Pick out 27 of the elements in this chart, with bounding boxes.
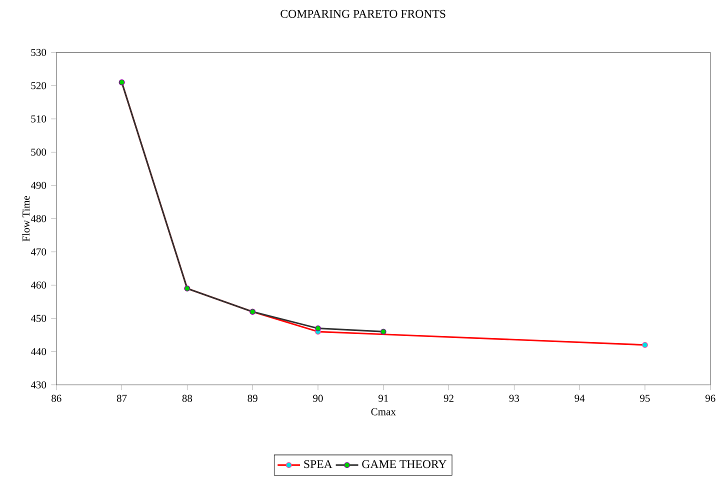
x-tick-label: 86 xyxy=(52,394,62,402)
x-tick-label: 94 xyxy=(574,394,585,402)
x-tick-label: 91 xyxy=(378,394,388,402)
legend-label: GAME THEORY xyxy=(362,460,446,468)
legend-label: SPEA xyxy=(304,460,332,468)
y-tick-label: 430 xyxy=(30,381,46,388)
y-tick-label: 500 xyxy=(31,148,46,156)
y-tick-label: 510 xyxy=(31,115,46,123)
y-tick-label: 450 xyxy=(30,314,46,322)
y-tick-label: 460 xyxy=(30,282,46,289)
x-tick-label: 87 xyxy=(116,394,127,402)
y-tick-label: 530 xyxy=(31,48,46,56)
x-tick-label: 96 xyxy=(705,394,716,402)
y-tick-label: 520 xyxy=(31,82,46,90)
y-tick-label: 490 xyxy=(30,182,46,190)
chart-title: COMPARING PARETO FRONTS xyxy=(280,10,446,18)
x-tick-label: 88 xyxy=(182,394,192,402)
x-tick-label: 95 xyxy=(640,394,650,402)
x-tick-label: 90 xyxy=(313,394,323,402)
y-axis-title: Flow Time xyxy=(22,196,30,242)
x-tick-label: 92 xyxy=(444,394,454,402)
x-tick-label: 89 xyxy=(248,394,258,402)
y-tick-label: 480 xyxy=(30,215,46,222)
x-tick-label: 93 xyxy=(509,394,520,402)
x-axis-title: Cmax xyxy=(371,408,396,416)
y-tick-label: 440 xyxy=(30,348,46,356)
y-tick-label: 470 xyxy=(30,248,46,256)
